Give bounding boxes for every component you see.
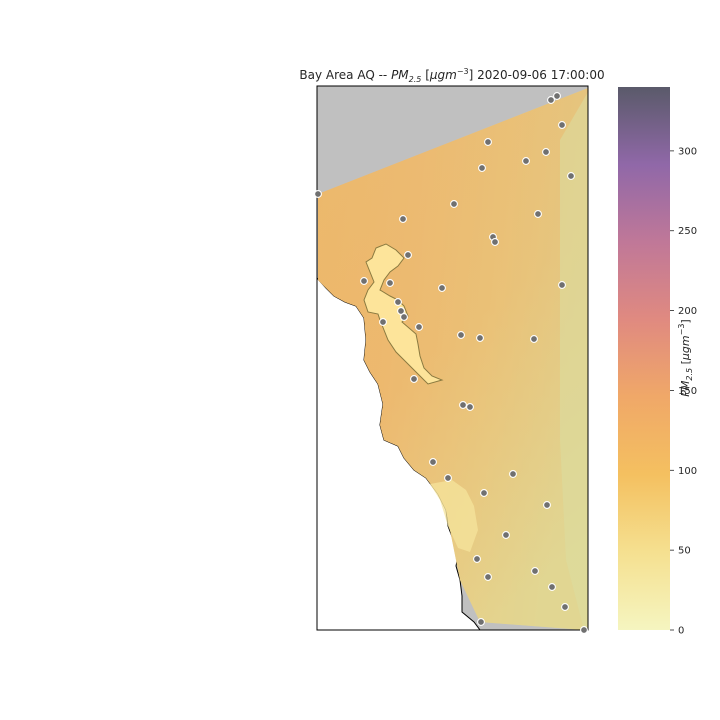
- station-marker: [491, 238, 499, 246]
- station-marker: [404, 251, 412, 259]
- station-marker: [360, 277, 368, 285]
- station-marker: [543, 501, 551, 509]
- station-marker: [558, 281, 566, 289]
- station-marker: [561, 603, 569, 611]
- station-layer: [314, 92, 588, 634]
- colorbar-tick-label-5: 250: [678, 226, 697, 237]
- station-marker: [553, 92, 561, 100]
- station-marker: [386, 279, 394, 287]
- pm25-field-overlay: [318, 88, 588, 630]
- map-frame: [316, 85, 589, 631]
- colorbar-tick-label-6: 300: [678, 146, 697, 157]
- station-marker: [530, 335, 538, 343]
- colorbar-tick-label-4: 200: [678, 306, 697, 317]
- station-marker: [457, 331, 465, 339]
- pm25-coastal-low: [430, 480, 478, 552]
- colorbar: 0 50 100 150 200 250 300 PM2.5 [μgm−3]: [618, 87, 697, 637]
- station-marker: [502, 531, 510, 539]
- station-marker: [379, 318, 387, 326]
- station-marker: [531, 567, 539, 575]
- station-marker: [438, 284, 446, 292]
- colorbar-gradient: [618, 87, 670, 630]
- station-marker: [473, 555, 481, 563]
- pm25-eastern-low: [560, 92, 588, 630]
- station-marker: [567, 172, 575, 180]
- station-marker: [410, 375, 418, 383]
- station-marker: [484, 573, 492, 581]
- station-marker: [484, 138, 492, 146]
- station-marker: [429, 458, 437, 466]
- station-marker: [394, 298, 402, 306]
- colorbar-tick-label-0: 0: [678, 626, 684, 637]
- station-marker: [558, 121, 566, 129]
- station-marker: [466, 403, 474, 411]
- map-title: Bay Area AQ -- PM2.5 [μgm−3] 2020-09-06 …: [299, 67, 604, 84]
- station-marker: [450, 200, 458, 208]
- station-marker: [477, 618, 485, 626]
- station-marker: [459, 401, 467, 409]
- map-axes: [317, 86, 588, 630]
- colorbar-tick-label-2: 100: [678, 466, 697, 477]
- colorbar-tick-label-3: 150: [678, 386, 697, 397]
- station-marker: [542, 148, 550, 156]
- station-marker: [444, 474, 452, 482]
- colorbar-tick-label-1: 50: [678, 546, 691, 557]
- station-marker: [548, 583, 556, 591]
- station-marker: [480, 489, 488, 497]
- station-marker: [580, 626, 588, 634]
- station-marker: [415, 323, 423, 331]
- station-marker: [547, 96, 555, 104]
- station-marker: [522, 157, 530, 165]
- station-marker: [400, 313, 408, 321]
- station-marker: [314, 190, 322, 198]
- station-marker: [397, 307, 405, 315]
- station-marker: [509, 470, 517, 478]
- colorbar-label: PM2.5 [μgm−3]: [677, 319, 694, 396]
- station-marker: [476, 334, 484, 342]
- station-marker: [478, 164, 486, 172]
- station-marker: [399, 215, 407, 223]
- station-marker: [534, 210, 542, 218]
